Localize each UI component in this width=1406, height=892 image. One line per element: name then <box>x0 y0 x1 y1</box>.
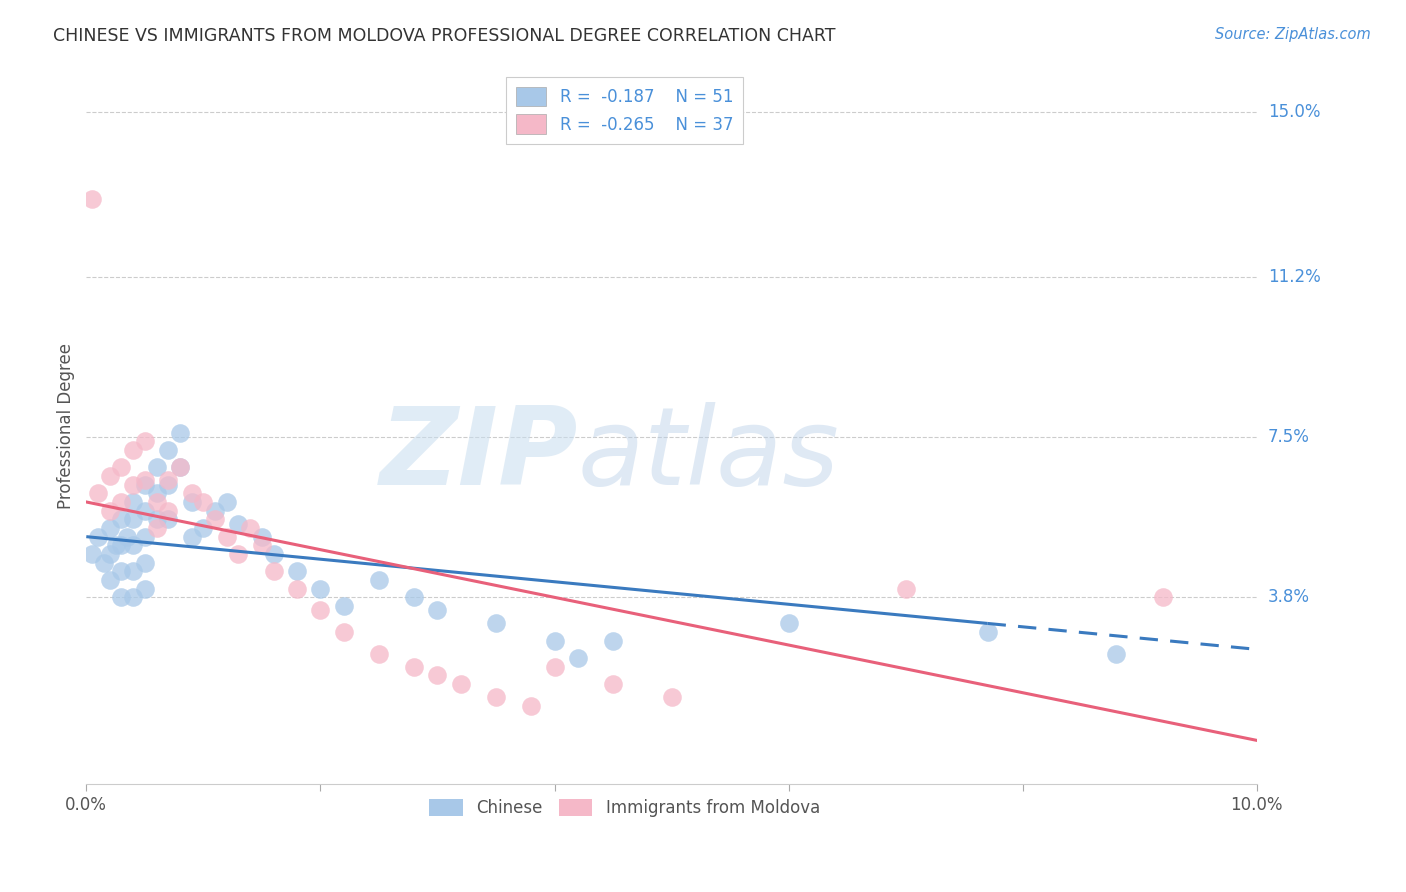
Point <box>180 530 202 544</box>
Point <box>134 434 156 449</box>
Text: 11.2%: 11.2% <box>1268 268 1320 285</box>
Point <box>110 495 132 509</box>
Point <box>263 565 285 579</box>
Point <box>82 192 104 206</box>
Point <box>157 473 180 487</box>
Point <box>98 573 121 587</box>
Point <box>98 521 121 535</box>
Point <box>180 495 202 509</box>
Text: ZIP: ZIP <box>380 401 578 508</box>
Point <box>145 512 167 526</box>
Text: atlas: atlas <box>578 402 839 508</box>
Point <box>333 625 356 640</box>
Point <box>215 530 238 544</box>
Point <box>204 503 226 517</box>
Point <box>122 591 145 605</box>
Point <box>122 495 145 509</box>
Point <box>309 603 332 617</box>
Point <box>602 633 624 648</box>
Text: 7.5%: 7.5% <box>1268 428 1310 446</box>
Text: CHINESE VS IMMIGRANTS FROM MOLDOVA PROFESSIONAL DEGREE CORRELATION CHART: CHINESE VS IMMIGRANTS FROM MOLDOVA PROFE… <box>53 27 837 45</box>
Point <box>104 538 127 552</box>
Point <box>285 582 308 596</box>
Point <box>368 573 391 587</box>
Point <box>485 616 508 631</box>
Point <box>110 591 132 605</box>
Point <box>285 565 308 579</box>
Point <box>239 521 262 535</box>
Point <box>145 486 167 500</box>
Point <box>402 591 425 605</box>
Point <box>169 425 191 440</box>
Point <box>157 477 180 491</box>
Point <box>368 647 391 661</box>
Point <box>426 668 449 682</box>
Point <box>110 460 132 475</box>
Point <box>263 547 285 561</box>
Point <box>193 495 215 509</box>
Point <box>110 512 132 526</box>
Point <box>543 633 565 648</box>
Point <box>157 503 180 517</box>
Point <box>193 521 215 535</box>
Point <box>134 582 156 596</box>
Point <box>82 547 104 561</box>
Point <box>661 690 683 704</box>
Point <box>98 547 121 561</box>
Point <box>250 538 273 552</box>
Point <box>204 512 226 526</box>
Point <box>1105 647 1128 661</box>
Y-axis label: Professional Degree: Professional Degree <box>58 343 75 509</box>
Point <box>169 460 191 475</box>
Point <box>110 565 132 579</box>
Point <box>122 512 145 526</box>
Point <box>602 677 624 691</box>
Point <box>778 616 800 631</box>
Point <box>333 599 356 613</box>
Text: Source: ZipAtlas.com: Source: ZipAtlas.com <box>1215 27 1371 42</box>
Point <box>122 565 145 579</box>
Point <box>543 659 565 673</box>
Point <box>157 442 180 457</box>
Point <box>402 659 425 673</box>
Point <box>520 698 543 713</box>
Legend: Chinese, Immigrants from Moldova: Chinese, Immigrants from Moldova <box>422 790 828 825</box>
Point <box>169 460 191 475</box>
Point <box>567 651 589 665</box>
Point <box>122 477 145 491</box>
Point <box>134 556 156 570</box>
Point <box>157 512 180 526</box>
Point <box>145 460 167 475</box>
Text: 15.0%: 15.0% <box>1268 103 1320 121</box>
Point <box>894 582 917 596</box>
Point <box>145 495 167 509</box>
Point <box>110 538 132 552</box>
Point <box>450 677 472 691</box>
Point <box>122 538 145 552</box>
Point <box>117 530 139 544</box>
Point <box>134 530 156 544</box>
Point <box>98 503 121 517</box>
Point <box>309 582 332 596</box>
Point <box>93 556 115 570</box>
Point <box>426 603 449 617</box>
Point <box>98 469 121 483</box>
Point <box>215 495 238 509</box>
Point <box>122 442 145 457</box>
Point <box>145 521 167 535</box>
Point <box>250 530 273 544</box>
Point <box>87 486 110 500</box>
Point <box>134 503 156 517</box>
Point <box>134 473 156 487</box>
Point <box>180 486 202 500</box>
Point <box>87 530 110 544</box>
Point <box>134 477 156 491</box>
Point <box>976 625 998 640</box>
Point <box>228 547 250 561</box>
Point <box>485 690 508 704</box>
Text: 3.8%: 3.8% <box>1268 589 1310 607</box>
Point <box>228 516 250 531</box>
Point <box>1152 591 1174 605</box>
